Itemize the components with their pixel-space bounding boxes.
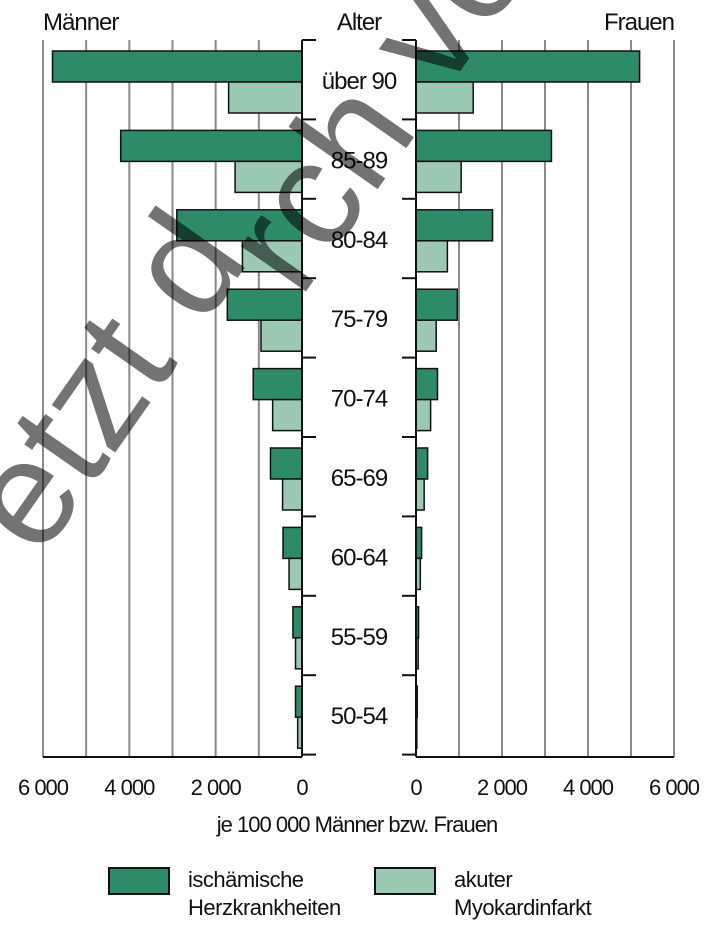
bar-women-ischemic-2: [415, 209, 494, 242]
center-band: [303, 40, 415, 757]
title-men: Männer: [43, 9, 119, 36]
age-label-4: 70-74: [331, 386, 388, 413]
bar-men-mi-2: [241, 240, 303, 273]
bar-men-mi-0: [227, 81, 303, 114]
title-age: Alter: [337, 9, 382, 36]
bar-women-mi-5: [415, 478, 425, 511]
age-label-2: 80-84: [331, 227, 388, 254]
bar-men-mi-1: [234, 160, 303, 194]
bar-women-ischemic-3: [415, 288, 459, 321]
tick-label-men-0: 0: [296, 775, 308, 800]
bar-women-mi-3: [415, 319, 437, 352]
bar-women-mi-1: [415, 160, 462, 194]
age-label-7: 55-59: [331, 624, 388, 651]
bar-men-ischemic-0: [51, 50, 303, 83]
bar-women-ischemic-4: [415, 367, 439, 401]
bar-men-ischemic-4: [252, 367, 303, 401]
title-women: Frauen: [604, 9, 674, 36]
bar-men-ischemic-5: [269, 447, 303, 480]
age-label-5: 65-69: [331, 465, 388, 492]
bar-men-ischemic-7: [292, 606, 303, 639]
bar-women-ischemic-1: [415, 129, 553, 163]
age-label-6: 60-64: [331, 544, 388, 571]
tick-label-women-2000: 2 000: [477, 775, 528, 800]
bar-women-mi-2: [415, 240, 449, 273]
bar-women-ischemic-0: [415, 50, 641, 83]
tick-label-women-0: 0: [410, 775, 422, 800]
bar-women-mi-0: [415, 81, 474, 114]
tick-label-men-6000: 6 000: [18, 775, 69, 800]
bar-men-ischemic-6: [282, 526, 303, 560]
bar-men-mi-4: [271, 398, 303, 432]
age-label-8: 50-54: [331, 703, 388, 730]
legend-label-ischemic: ischämische Herzkrankheiten: [188, 867, 341, 920]
age-label-3: 75-79: [331, 306, 388, 333]
bar-men-mi-5: [281, 478, 303, 511]
age-label-1: 85-89: [331, 147, 388, 174]
tick-label-men-4000: 4 000: [104, 775, 155, 800]
bar-men-ischemic-3: [226, 288, 303, 321]
tick-label-women-6000: 6 000: [649, 775, 700, 800]
legend-swatch-ischemic: [108, 867, 170, 895]
x-axis-label: je 100 000 Männer bzw. Frauen: [216, 812, 497, 837]
bar-men-ischemic-1: [119, 129, 303, 163]
tick-label-men-2000: 2 000: [191, 775, 242, 800]
legend: ischämische Herzkrankheiten akuter Myoka…: [108, 864, 648, 924]
bar-women-mi-4: [415, 398, 432, 432]
tick-label-women-4000: 4 000: [563, 775, 614, 800]
legend-swatch-mi: [374, 867, 436, 895]
bar-men-ischemic-2: [176, 209, 303, 242]
legend-label-mi: akuter Myokardinfarkt: [454, 867, 592, 920]
bar-men-mi-3: [260, 319, 303, 352]
bar-men-mi-6: [288, 557, 303, 591]
pyramid-chart: über 90 85-89 80-84 75-79 70-74 65-69 60-64 55-…: [18, 9, 701, 837]
bar-women-ischemic-5: [415, 447, 429, 480]
age-label-0: über 90: [322, 68, 397, 95]
